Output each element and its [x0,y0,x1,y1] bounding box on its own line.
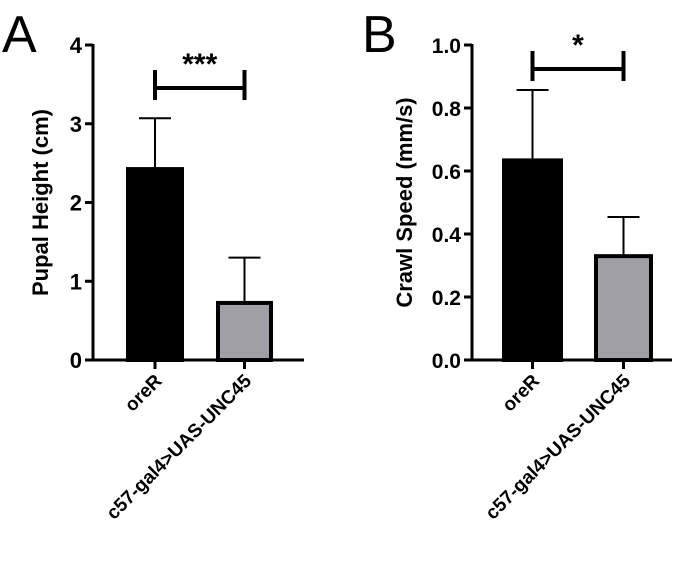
y-tick-label: 0 [70,348,82,373]
y-axis-label: Pupal Height (cm) [28,109,53,296]
bar [216,300,273,362]
bar [594,254,653,362]
y-tick-label: 4 [70,33,83,58]
bar [126,167,184,362]
y-tick-label: 0.8 [432,98,462,121]
x-tick-label: oreR [121,370,167,416]
y-tick-label: 1 [70,269,82,294]
significance-label: * [572,29,584,62]
significance-label: *** [182,48,217,81]
x-tick-label: oreR [499,370,545,416]
bar [502,158,563,362]
y-tick-label: 2 [70,191,82,216]
y-tick-label: 0.0 [432,350,461,373]
y-tick-label: 1.0 [432,35,461,58]
x-tick-label: c57-gal4>UAS-UNC45 [482,370,636,524]
panel-label: B [362,6,397,64]
y-tick-label: 0.6 [432,161,461,184]
panel-label: A [2,6,37,64]
y-tick-label: 0.4 [432,224,462,247]
y-tick-label: 0.2 [432,287,461,310]
y-tick-label: 3 [70,112,82,137]
x-tick-label: c57-gal4>UAS-UNC45 [103,370,257,524]
y-axis-label: Crawl Speed (mm/s) [392,97,417,307]
